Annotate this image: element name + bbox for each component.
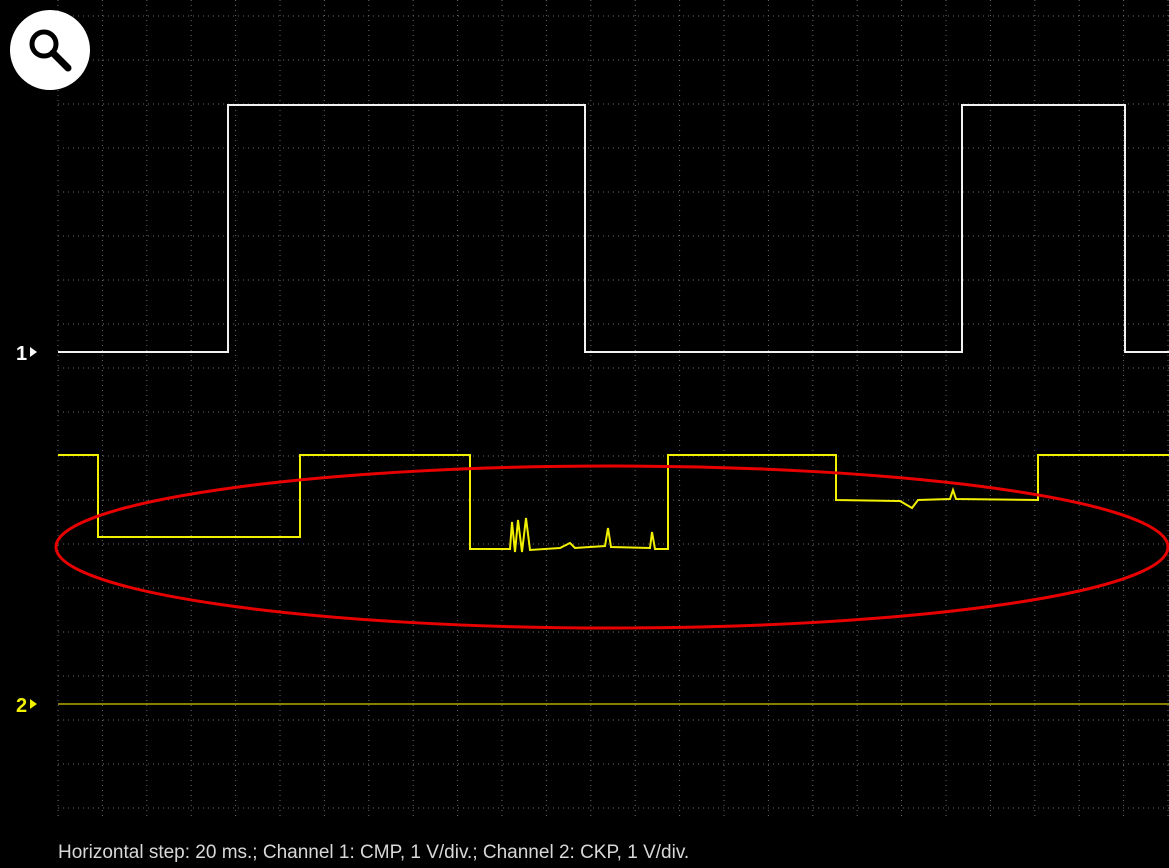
ch2-arrow — [30, 699, 37, 709]
zoom-button[interactable] — [10, 10, 90, 90]
ch1-arrow — [30, 347, 37, 357]
magnifier-lens — [29, 29, 59, 59]
highlight-ellipse — [54, 464, 1169, 630]
ch2-waveform — [58, 454, 1169, 553]
magnifier-handle — [49, 49, 72, 72]
ch2-marker: 2 — [16, 695, 27, 717]
zoom-circle[interactable] — [10, 10, 90, 90]
caption: Horizontal step: 20 ms.; Channel 1: CMP,… — [58, 842, 689, 863]
ch1-marker: 1 — [16, 343, 27, 365]
ch1-waveform — [58, 104, 1169, 353]
